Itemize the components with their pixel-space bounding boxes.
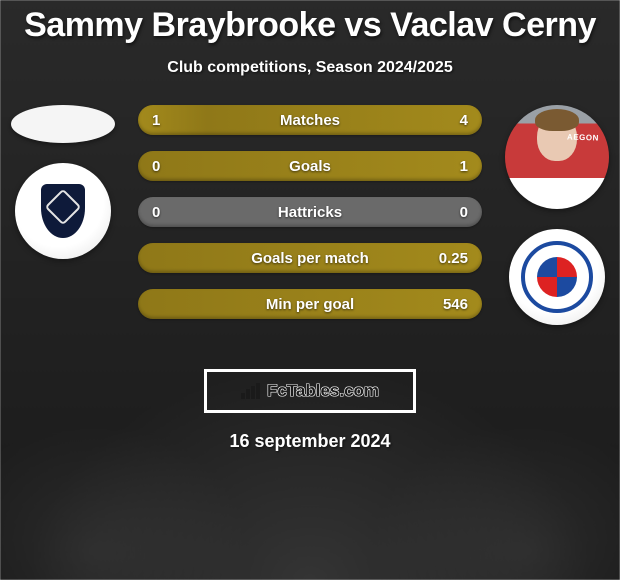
content-wrapper: Sammy Braybrooke vs Vaclav Cerny Club co… <box>0 0 620 452</box>
stat-label: Min per goal <box>266 296 354 313</box>
player-right-avatar: AEGON <box>505 105 609 209</box>
comparison-area: AEGON 1 Matches 4 0 Goals 1 0 Hattricks 0 Goals p… <box>0 105 620 345</box>
page-title: Sammy Braybrooke vs Vaclav Cerny <box>0 0 620 45</box>
stat-bar: 0 Hattricks 0 <box>138 197 482 227</box>
stat-value-right: 546 <box>443 296 468 313</box>
stat-bars-container: 1 Matches 4 0 Goals 1 0 Hattricks 0 Goals per mat… <box>138 105 482 319</box>
stat-value-left: 1 <box>152 112 160 129</box>
stat-label: Goals <box>289 158 331 175</box>
stat-label: Matches <box>280 112 340 129</box>
player-left-club-badge <box>15 163 111 259</box>
player-right-club-badge <box>509 229 605 325</box>
stat-value-right: 0.25 <box>439 250 468 267</box>
club-left-shield-icon <box>41 184 85 238</box>
brand-bars-icon <box>241 383 261 399</box>
stat-bar: Goals per match 0.25 <box>138 243 482 273</box>
player-left-avatar <box>11 105 115 143</box>
stat-value-left: 0 <box>152 204 160 221</box>
player-right-column: AEGON <box>502 105 612 325</box>
jersey-sponsor-text: AEGON <box>567 132 599 142</box>
stat-value-right: 1 <box>460 158 468 175</box>
stat-label: Goals per match <box>251 250 369 267</box>
club-right-crest-icon <box>521 241 593 313</box>
stat-bar: 0 Goals 1 <box>138 151 482 181</box>
brand-text: FcTables.com <box>267 381 379 401</box>
subtitle: Club competitions, Season 2024/2025 <box>0 59 620 77</box>
brand-watermark: FcTables.com <box>204 369 416 413</box>
stat-bar: Min per goal 546 <box>138 289 482 319</box>
player-left-column <box>8 105 118 259</box>
stat-value-right: 0 <box>460 204 468 221</box>
stat-label: Hattricks <box>278 204 342 221</box>
stat-value-left: 0 <box>152 158 160 175</box>
stat-bar: 1 Matches 4 <box>138 105 482 135</box>
snapshot-date: 16 september 2024 <box>0 431 620 452</box>
stat-value-right: 4 <box>460 112 468 129</box>
